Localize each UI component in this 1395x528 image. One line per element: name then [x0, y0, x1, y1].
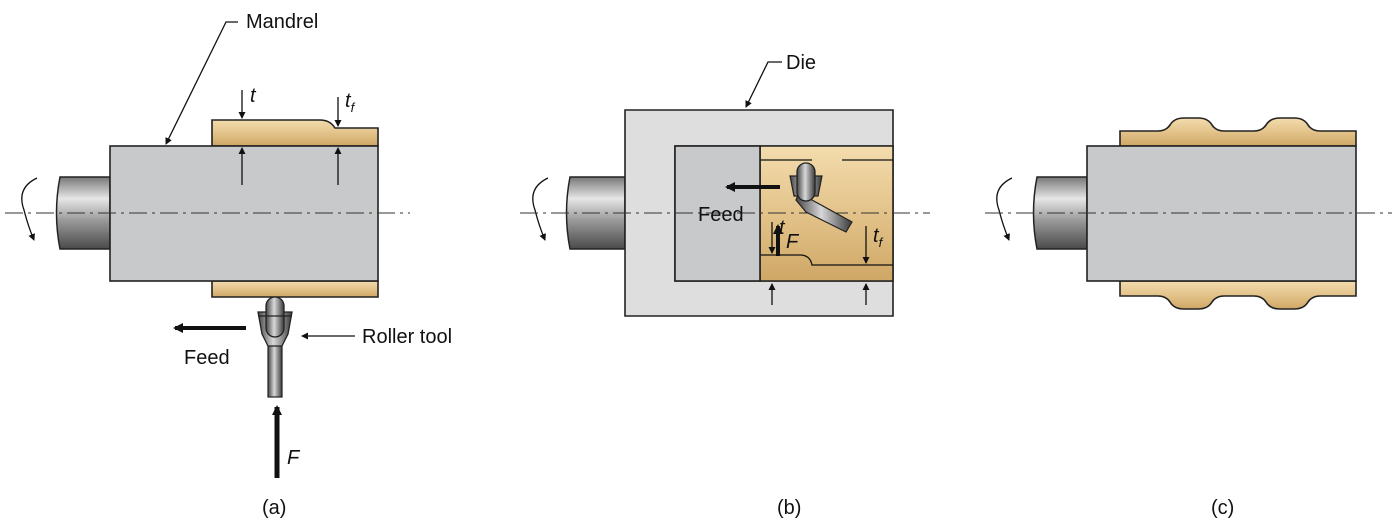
panel-a: t tf Mandrel Roller tool Feed F (a) [5, 11, 452, 519]
caption-b: (b) [777, 497, 801, 519]
mandrel-leader [165, 21, 238, 145]
workpiece-top [211, 119, 379, 147]
roller-label: Roller tool [362, 326, 452, 348]
workpiece-bottom [211, 280, 379, 298]
rotation-arrow-icon [21, 177, 38, 241]
rotation-arrow-icon [996, 177, 1013, 241]
mandrel [1086, 145, 1357, 282]
feed-label: Feed [184, 347, 230, 369]
t-label: t [250, 85, 257, 107]
roller-tool [257, 296, 293, 398]
workpiece-bottom [1119, 280, 1357, 310]
tube-bore [760, 159, 893, 266]
workpiece-top [1119, 117, 1357, 147]
die-leader [745, 61, 782, 108]
tf-label: tf [345, 90, 356, 115]
roller-tool [789, 162, 853, 233]
caption-a: (a) [262, 497, 286, 519]
force-label: F [786, 231, 800, 253]
die-label: Die [786, 52, 816, 74]
t-label: t [779, 217, 786, 239]
force-label: F [287, 447, 301, 469]
rotation-arrow-icon [532, 177, 549, 241]
mandrel-label: Mandrel [246, 11, 318, 33]
panel-c: (c) [985, 117, 1392, 519]
feed-label: Feed [698, 204, 744, 226]
caption-c: (c) [1211, 497, 1234, 519]
panel-b: Feed F t tf Die (b) [520, 52, 930, 519]
tf-label: tf [873, 225, 884, 250]
